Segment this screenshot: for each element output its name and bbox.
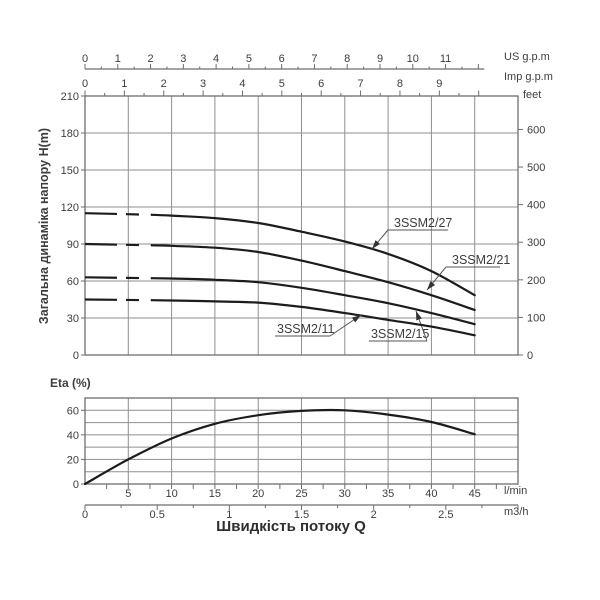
imp-gpm-tick-label: 6	[318, 78, 324, 90]
us-gpm-tick-label: 2	[147, 53, 153, 65]
us-gpm-tick-label: 3	[180, 53, 186, 65]
us-gpm-tick-label: 8	[344, 53, 350, 65]
lmin-tick-label: 40	[425, 488, 437, 500]
feet-tick-label: 300	[527, 237, 545, 249]
m3h-axis-unit-label: m3/h	[504, 506, 529, 518]
lmin-tick-label: 35	[382, 488, 394, 500]
us-gpm-tick-label: 4	[213, 53, 219, 65]
eta-chart-title: Eta (%)	[50, 376, 91, 390]
lmin-tick-label: 15	[209, 488, 221, 500]
pump-curve-lead-3SSM2/15	[84, 276, 152, 280]
pump-curve-3SSM2/15	[150, 277, 476, 326]
us-gpm-tick-label: 5	[246, 53, 252, 65]
lmin-tick-label: 5	[125, 488, 131, 500]
eta-y-tick-label: 0	[73, 479, 79, 491]
lmin-axis-unit-label: l/min	[504, 485, 528, 497]
us-gpm-tick-label: 0	[82, 53, 88, 65]
feet-tick-label: 200	[527, 275, 545, 287]
head-y-tick-label: 150	[61, 165, 79, 177]
lmin-tick-label: 25	[295, 488, 307, 500]
imp-gpm-tick-label: 7	[358, 78, 364, 90]
eta-y-tick-label: 40	[67, 430, 79, 442]
curve-label-arrowhead	[427, 281, 436, 290]
us-gpm-tick-label: 6	[279, 53, 285, 65]
us-gpm-tick-label: 9	[377, 53, 383, 65]
imp-gpm-tick-label: 9	[436, 78, 442, 90]
us-gpm-axis-unit-label: US g.p.m	[504, 51, 550, 63]
feet-tick-label: 400	[527, 200, 545, 212]
m3h-tick-label: 2	[371, 509, 377, 521]
us-gpm-tick-label: 7	[311, 53, 317, 65]
eta-curve	[83, 408, 476, 486]
m3h-tick-label: 1.5	[294, 509, 309, 521]
eta-y-tick-label: 60	[67, 405, 79, 417]
curve-label-arrowhead	[372, 240, 381, 249]
m3h-tick-label: 2.5	[438, 509, 453, 521]
head-y-tick-label: 0	[73, 350, 79, 362]
lmin-tick-label: 30	[339, 488, 351, 500]
imp-gpm-tick-label: 3	[200, 78, 206, 90]
eta-y-tick-label: 20	[67, 454, 79, 466]
curve-label-3SSM2/27: 3SSM2/27	[394, 216, 452, 230]
lmin-tick-label: 10	[165, 488, 177, 500]
us-gpm-tick-label: 11	[440, 53, 451, 65]
pump-curve-lead-3SSM2/27	[84, 212, 152, 216]
head-axis-title: Загальна динаміка напору H(m)	[37, 127, 51, 325]
pump-curve-lead-3SSM2/21	[84, 242, 152, 247]
us-gpm-tick-label: 1	[115, 53, 121, 65]
head-y-tick-label: 90	[67, 239, 79, 251]
head-y-tick-label: 60	[67, 276, 79, 288]
m3h-tick-label: 0	[82, 509, 88, 521]
curve-label-arrowhead	[416, 311, 422, 321]
pump-curve-3SSM2/21	[150, 244, 476, 312]
head-y-tick-label: 210	[61, 91, 79, 103]
imp-gpm-tick-label: 1	[121, 78, 127, 90]
us-gpm-tick-label: 10	[407, 53, 419, 65]
m3h-tick-label: 1	[226, 509, 232, 521]
curve-label-3SSM2/15: 3SSM2/15	[371, 327, 429, 341]
feet-tick-label: 600	[527, 124, 545, 136]
feet-tick-label: 500	[527, 162, 545, 174]
imp-gpm-tick-label: 5	[279, 78, 285, 90]
feet-tick-label: 0	[527, 350, 533, 362]
feet-axis-unit-label: feet	[523, 89, 542, 101]
head-y-tick-label: 120	[61, 202, 79, 214]
lmin-tick-label: 20	[252, 488, 264, 500]
m3h-tick-label: 0.5	[150, 509, 165, 521]
imp-gpm-axis-unit-label: Imp g.p.m	[504, 71, 553, 83]
head-y-tick-label: 30	[67, 313, 79, 325]
flow-axis-title: Швидкість потоку Q	[216, 518, 366, 535]
imp-gpm-tick-label: 4	[239, 78, 245, 90]
head-y-tick-label: 180	[61, 128, 79, 140]
curve-label-3SSM2/21: 3SSM2/21	[452, 253, 510, 267]
pump-curve-3SSM2/11	[150, 299, 476, 337]
curve-label-3SSM2/11: 3SSM2/11	[277, 322, 334, 336]
imp-gpm-tick-label: 8	[397, 78, 403, 90]
imp-gpm-tick-label: 0	[82, 78, 88, 90]
pump-curve-lead-3SSM2/11	[84, 298, 152, 302]
pump-curve-3SSM2/27	[150, 213, 476, 297]
feet-tick-label: 100	[527, 312, 545, 324]
curve-label-arrowhead	[351, 315, 361, 323]
imp-gpm-tick-label: 2	[161, 78, 167, 90]
lmin-tick-label: 45	[469, 488, 481, 500]
